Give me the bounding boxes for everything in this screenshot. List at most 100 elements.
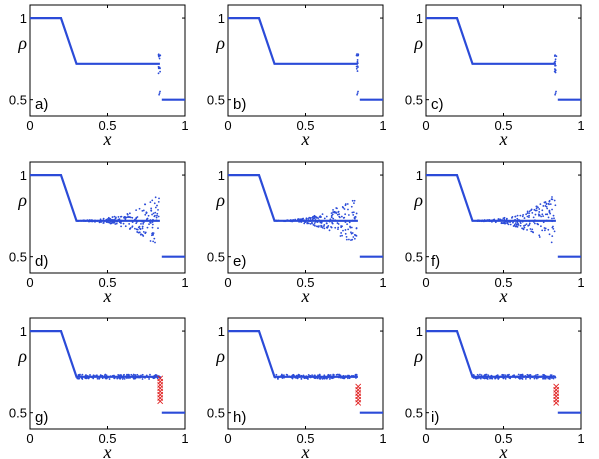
data-point	[294, 218, 297, 221]
data-point	[528, 224, 531, 226]
data-point	[526, 215, 529, 218]
data-point	[550, 374, 553, 377]
data-point	[518, 377, 521, 380]
data-point	[153, 237, 156, 240]
data-point	[553, 230, 556, 233]
data-point	[106, 218, 109, 220]
plot-frame	[227, 161, 384, 274]
data-point	[305, 217, 308, 220]
data-point	[282, 376, 284, 379]
y-tick-label: 1	[20, 11, 27, 26]
data-point	[276, 377, 279, 380]
data-point	[338, 215, 341, 218]
data-point	[502, 219, 505, 222]
data-point	[522, 227, 525, 230]
data-point	[341, 377, 344, 379]
data-point	[476, 219, 479, 222]
data-point	[535, 375, 538, 378]
data-point	[347, 228, 350, 231]
data-point	[542, 377, 544, 380]
data-point	[117, 216, 120, 218]
data-point	[93, 220, 95, 222]
panel-a: 0 0.5 1 0.5 1 x ρ a)	[9, 4, 189, 149]
data-point	[544, 201, 547, 203]
x-tick-label: 1	[181, 431, 188, 446]
data-point	[125, 377, 128, 379]
data-point	[140, 223, 142, 225]
data-point	[539, 220, 542, 222]
data-point	[538, 214, 541, 217]
data-point	[328, 378, 331, 380]
data-point	[521, 215, 524, 218]
data-point	[152, 212, 155, 215]
data-point	[323, 227, 326, 230]
data-point	[494, 377, 497, 380]
x-tick-label: 1	[577, 431, 584, 446]
data-point	[159, 70, 161, 73]
data-point	[303, 377, 306, 380]
data-point	[332, 376, 335, 379]
x-tick-label: 0	[422, 431, 429, 446]
data-point	[485, 376, 488, 379]
data-point	[531, 212, 534, 214]
x-axis-label: x	[103, 286, 112, 306]
data-point	[328, 220, 331, 223]
data-point	[313, 217, 316, 220]
data-point	[155, 219, 158, 222]
data-point	[86, 374, 89, 377]
panel-g: 0 0.5 1 0.5 1 x ρ g)	[9, 317, 189, 459]
panel-label: g)	[35, 409, 48, 426]
data-point	[79, 219, 82, 222]
data-point	[518, 219, 521, 222]
panel-label: b)	[233, 96, 246, 113]
data-point	[300, 375, 303, 378]
panel-label: d)	[35, 253, 48, 270]
data-point	[327, 373, 330, 376]
data-point	[531, 228, 534, 231]
data-point	[521, 378, 524, 380]
x-tick-label: 0	[224, 275, 231, 290]
data-point	[534, 213, 537, 216]
data-point	[356, 66, 359, 69]
data-point	[345, 238, 348, 241]
data-point	[524, 377, 527, 380]
data-point	[95, 375, 98, 378]
data-point	[148, 223, 150, 226]
data-point	[528, 220, 531, 223]
data-point	[149, 201, 152, 204]
data-point	[344, 213, 347, 216]
data-point	[332, 209, 334, 211]
data-point	[501, 219, 504, 221]
data-point	[550, 241, 553, 244]
data-point	[506, 222, 508, 224]
data-point	[156, 204, 158, 207]
data-point	[313, 222, 316, 225]
data-point	[545, 203, 548, 205]
data-point	[155, 216, 158, 219]
y-tick-label: 0.5	[207, 406, 225, 421]
data-point	[548, 378, 551, 380]
data-point	[138, 231, 141, 234]
data-point	[154, 196, 157, 199]
data-point	[549, 203, 552, 205]
data-point	[512, 220, 515, 222]
data-point	[149, 240, 152, 242]
data-point	[154, 241, 156, 244]
data-point	[141, 225, 144, 228]
data-point	[551, 198, 554, 201]
data-point	[158, 57, 161, 60]
data-point	[343, 208, 346, 210]
data-point	[149, 219, 152, 221]
data-point	[519, 224, 522, 227]
y-tick-label: 0.5	[405, 406, 423, 421]
data-point	[159, 90, 161, 93]
data-point	[535, 209, 538, 212]
data-point	[109, 375, 112, 378]
data-point	[327, 376, 330, 379]
data-point	[515, 223, 518, 226]
data-point	[275, 219, 277, 222]
data-point	[495, 376, 498, 379]
x-tick-label: 0.5	[494, 431, 512, 446]
data-point	[326, 219, 329, 222]
